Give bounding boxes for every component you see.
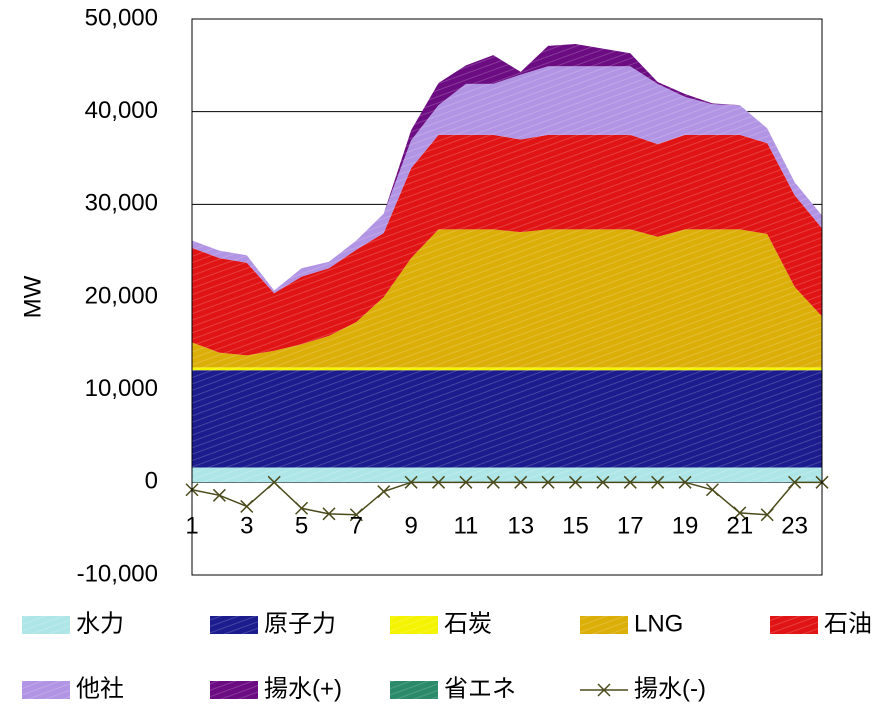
line-marker: [568, 475, 583, 489]
line-marker: [733, 506, 747, 520]
area-hatch: [192, 134, 822, 356]
x-tick-label: 17: [617, 512, 644, 539]
x-tick-label: 5: [295, 512, 308, 539]
line-marker: [431, 475, 446, 489]
legend-label: 他社: [76, 675, 124, 702]
y-tick-label: 50,000: [85, 4, 158, 31]
legend-hatch: [210, 681, 258, 699]
legend-marker: [597, 683, 611, 697]
y-tick-label: 40,000: [85, 97, 158, 124]
y-tick-label: 30,000: [85, 190, 158, 217]
line-marker: [267, 475, 281, 489]
legend-hatch: [580, 616, 628, 634]
area-hatch: [192, 66, 822, 294]
y-tick-label: 20,000: [85, 282, 158, 309]
area-hatch: [192, 467, 822, 483]
legend-hatch: [22, 616, 70, 634]
area-hatch: [192, 370, 822, 468]
legend-hatch: [210, 616, 258, 634]
area-hatch: [192, 367, 822, 371]
line-marker: [596, 475, 610, 489]
x-tick-label: 3: [240, 512, 253, 539]
x-tick-label: 11: [453, 512, 478, 539]
x-tick-label: 1: [185, 512, 198, 539]
legend-hatch: [390, 616, 438, 634]
line-marker: [514, 475, 528, 489]
y-tick-label: 0: [145, 468, 158, 495]
line-marker: [240, 499, 254, 513]
x-tick-label: 9: [404, 512, 417, 539]
plot-border: [191, 18, 823, 576]
line-marker: [295, 501, 309, 515]
legend-label: 揚水(+): [264, 675, 342, 702]
legend-hatch: [22, 681, 70, 699]
line-marker: [377, 485, 391, 499]
line-marker: [623, 475, 637, 489]
line-marker: [705, 483, 719, 497]
line-marker: [760, 508, 774, 522]
x-tick-label: 13: [507, 512, 534, 539]
line-marker: [678, 475, 692, 489]
x-tick-label: 19: [672, 512, 699, 539]
legend-label: 石油: [824, 610, 872, 637]
x-tick-label: 23: [781, 512, 808, 539]
x-tick-label: 15: [562, 512, 589, 539]
y-axis-label: MW: [19, 275, 46, 318]
legend-label: 揚水(-): [634, 675, 706, 702]
y-tick-label: -10,000: [77, 560, 158, 587]
legend-label: LNG: [634, 610, 683, 637]
legend-hatch: [770, 616, 818, 634]
line-marker: [651, 475, 665, 489]
legend-label: 石炭: [444, 610, 492, 637]
line-marker: [212, 488, 226, 502]
line-marker: [541, 475, 555, 489]
line-marker: [459, 475, 473, 489]
legend-label: 原子力: [264, 610, 336, 637]
area-hatch: [192, 229, 822, 368]
x-tick-label: 7: [350, 512, 363, 539]
line-marker: [788, 475, 802, 489]
y-tick-label: 10,000: [85, 375, 158, 402]
legend-hatch: [390, 681, 438, 699]
line-marker: [322, 507, 336, 521]
line-marker: [486, 475, 500, 489]
line-marker: [349, 508, 363, 522]
legend-label: 省エネ: [444, 675, 516, 702]
legend-label: 水力: [76, 610, 124, 637]
x-tick-label: 21: [726, 512, 753, 539]
line-marker: [404, 475, 418, 489]
